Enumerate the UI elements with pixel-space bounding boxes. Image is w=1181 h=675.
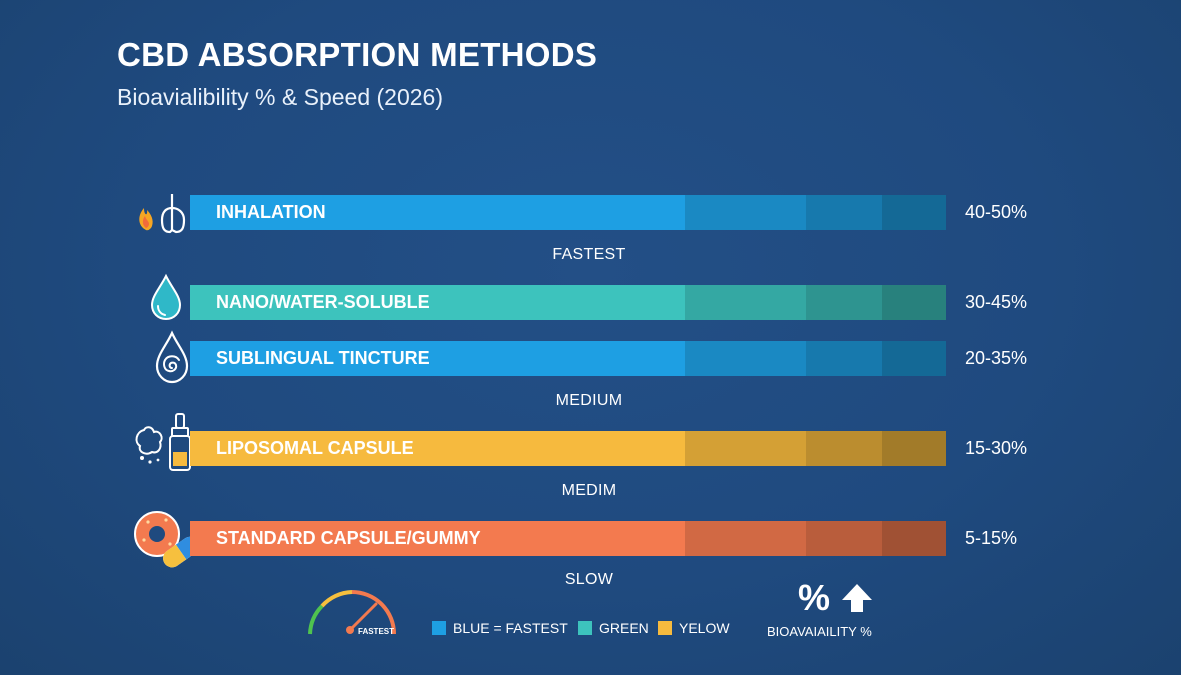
bar-3: LIPOSOMAL CAPSULE: [190, 431, 946, 466]
bar-1: NANO/WATER-SOLUBLE: [190, 285, 946, 320]
gummy-pill-icon: [134, 511, 200, 568]
bar-label-3: LIPOSOMAL CAPSULE: [216, 438, 414, 458]
bar-1-segment-3: [881, 285, 946, 320]
legend-item-yellow: YELOW: [658, 620, 730, 636]
legend-label-blue: BLUE = FASTEST: [453, 620, 568, 636]
value-label-1: 30-45%: [965, 292, 1028, 312]
lungs-flame-icon: [139, 194, 186, 234]
speed-label-3: SLOW: [564, 571, 614, 588]
bar-2-segment-1: [685, 341, 807, 376]
percent-symbol: %: [798, 577, 831, 618]
water-drop-icon: [150, 273, 182, 321]
legend-swatch-blue: [432, 621, 446, 635]
bar-3-segment-0: [190, 431, 686, 466]
bar-label-0: INHALATION: [216, 202, 326, 222]
speed-label-1: MEDIUM: [555, 392, 623, 409]
chart-title: CBD ABSORPTION METHODS: [117, 36, 598, 73]
bar-0-segment-1: [685, 195, 807, 230]
bar-0: INHALATION: [190, 195, 946, 230]
bar-2-segment-2: [806, 341, 882, 376]
dropper-bottle-icon: [135, 413, 191, 471]
bar-4-segment-1: [685, 521, 807, 556]
bar-4-segment-2: [806, 521, 882, 556]
bar-1-segment-1: [685, 285, 807, 320]
bar-label-4: STANDARD CAPSULE/GUMMY: [216, 528, 481, 548]
bar-1-segment-2: [806, 285, 882, 320]
up-arrow-icon: [842, 584, 873, 612]
legend-item-green: GREEN: [578, 620, 649, 636]
legend-label-yellow: YELOW: [679, 620, 730, 636]
speed-gauge-icon: FASTEST: [308, 590, 396, 636]
bar-4: STANDARD CAPSULE/GUMMY: [190, 521, 946, 556]
value-label-0: 40-50%: [965, 202, 1028, 222]
bar-4-segment-0: [190, 521, 686, 556]
legend-swatch-yellow: [658, 621, 672, 635]
bar-2-segment-0: [190, 341, 686, 376]
bar-2-segment-3: [881, 341, 946, 376]
legend-label-green: GREEN: [599, 620, 649, 636]
swirl-drop-icon: [155, 330, 189, 384]
bioavailability-symbol: %: [798, 577, 874, 618]
bar-3-segment-3: [881, 431, 946, 466]
speed-label-0: FASTEST: [552, 246, 626, 263]
bar-label-2: SUBLINGUAL TINCTURE: [216, 348, 430, 368]
gauge-label: FASTEST: [358, 627, 394, 636]
value-label-4: 5-15%: [965, 528, 1018, 548]
legend-swatch-green: [578, 621, 592, 635]
bar-3-segment-1: [685, 431, 807, 466]
bar-0-segment-3: [881, 195, 946, 230]
speed-label-2: MEDIM: [561, 482, 617, 499]
bar-0-segment-2: [806, 195, 882, 230]
bar-2: SUBLINGUAL TINCTURE: [190, 341, 946, 376]
chart-subtitle: Bioavialibility % & Speed (2026): [117, 84, 444, 110]
value-label-3: 15-30%: [965, 438, 1028, 458]
bar-4-segment-3: [881, 521, 946, 556]
legend-item-blue: BLUE = FASTEST: [432, 620, 568, 636]
bar-0-segment-0: [190, 195, 686, 230]
bar-label-1: NANO/WATER-SOLUBLE: [216, 292, 430, 312]
value-label-2: 20-35%: [965, 348, 1028, 368]
bioavailability-label: BIOAVAIAILITY %: [767, 624, 872, 639]
bar-1-segment-0: [190, 285, 686, 320]
bar-3-segment-2: [806, 431, 882, 466]
